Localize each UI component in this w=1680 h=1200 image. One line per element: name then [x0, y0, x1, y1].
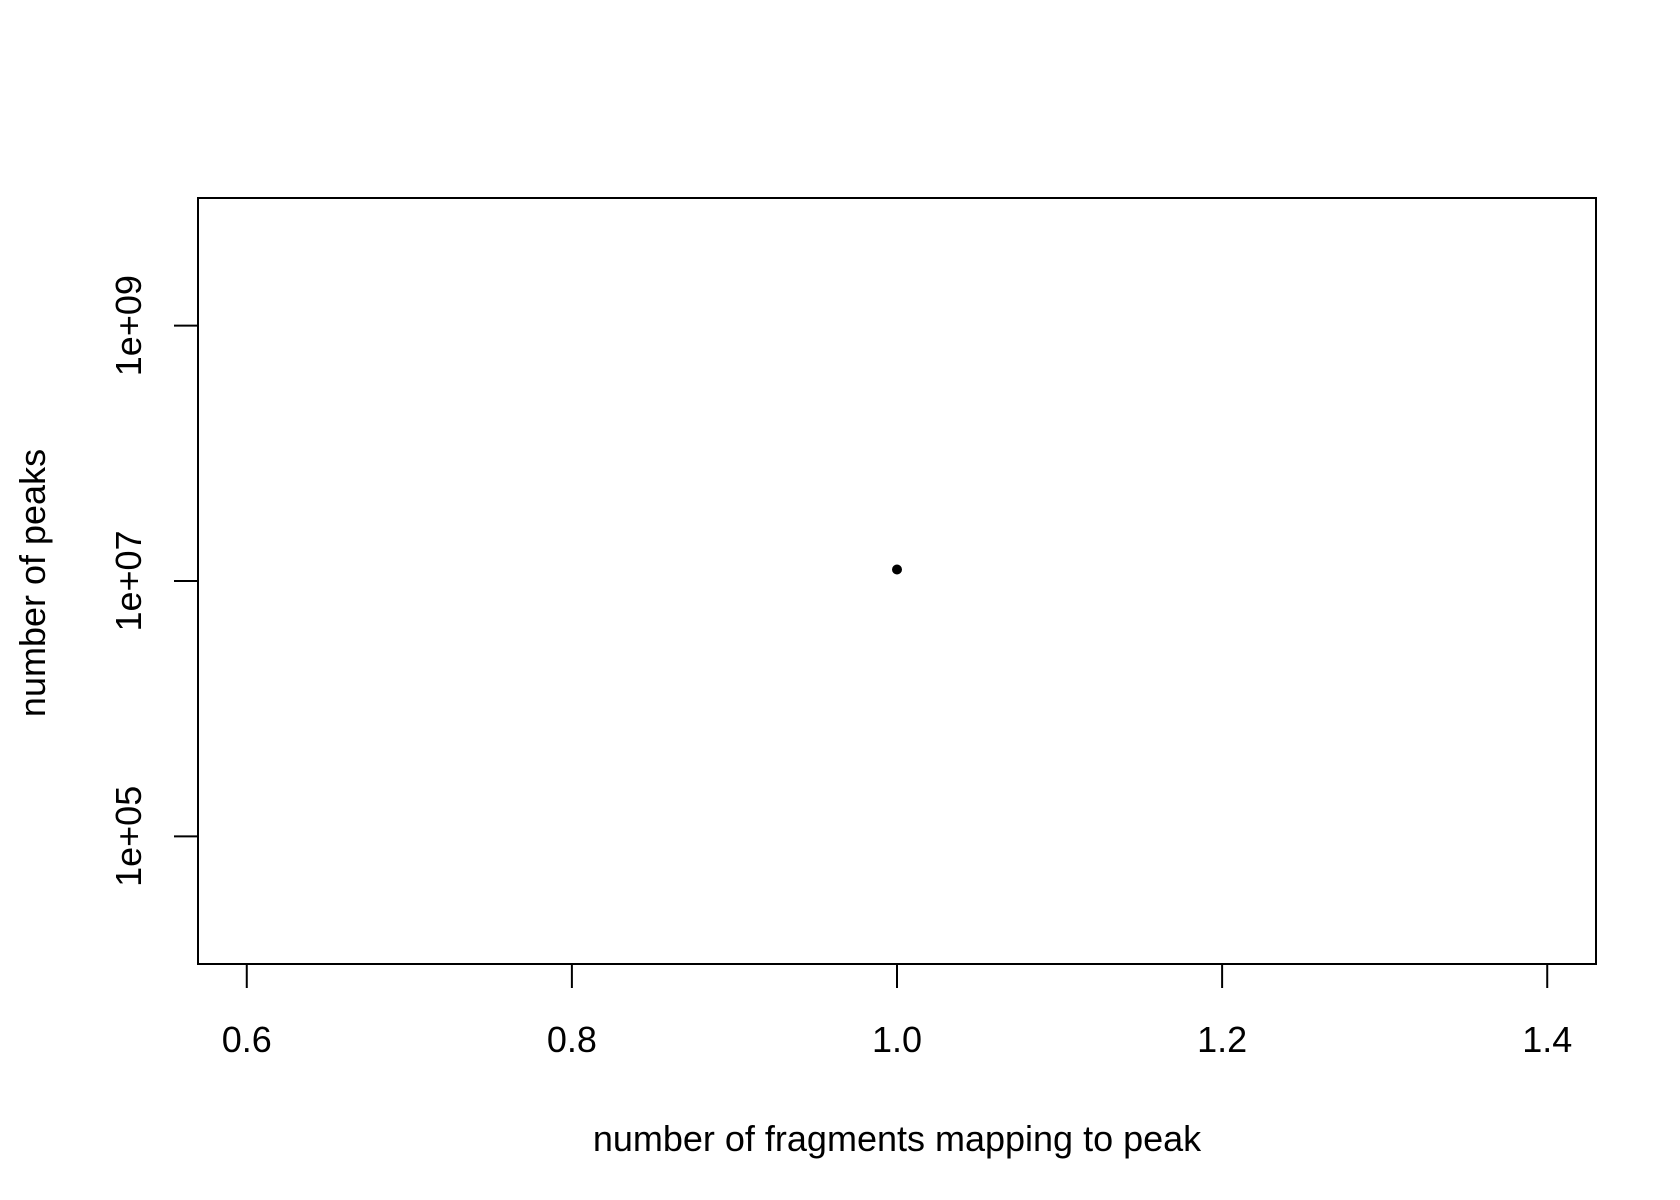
y-tick-label: 1e+07: [108, 530, 149, 631]
y-axis: 1e+05 1e+07 1e+09: [108, 275, 199, 887]
y-tick-label: 1e+05: [108, 786, 149, 887]
data-point: [892, 564, 902, 575]
x-tick-label: 1.0: [872, 1019, 922, 1060]
plot-frame: [197, 197, 1597, 965]
x-tick-label: 0.8: [547, 1019, 597, 1060]
x-axis: 0.6 0.8 1.0 1.2 1.4: [222, 963, 1572, 1060]
data-points: [892, 564, 902, 575]
x-tick-label: 1.4: [1522, 1019, 1572, 1060]
y-tick-label: 1e+09: [108, 275, 149, 376]
x-tick-label: 0.6: [222, 1019, 272, 1060]
y-axis-label: number of peaks: [12, 449, 53, 717]
x-tick-label: 1.2: [1197, 1019, 1247, 1060]
x-axis-label: number of fragments mapping to peak: [593, 1118, 1202, 1159]
